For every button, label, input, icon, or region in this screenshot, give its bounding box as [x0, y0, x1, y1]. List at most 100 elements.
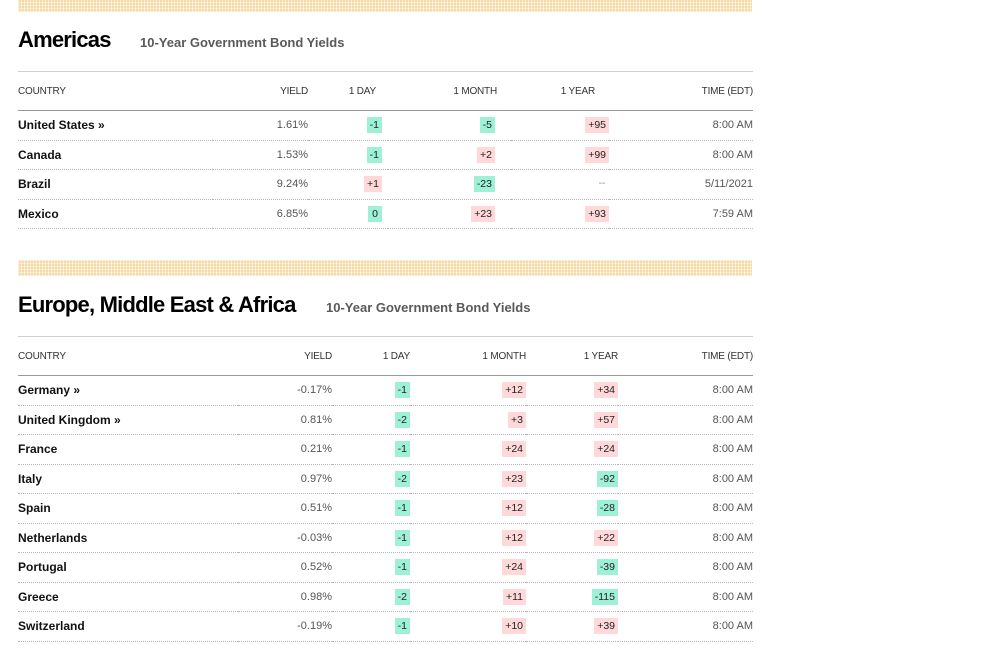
emea-subtitle: 10-Year Government Bond Yields — [326, 300, 531, 315]
yield-value: 0.52% — [238, 552, 332, 583]
table-row[interactable]: United States » 1.61% -1 -5 +95 8:00 AM — [18, 110, 753, 141]
yield-value: 0.97% — [238, 464, 332, 494]
country-name[interactable]: Germany » — [18, 375, 238, 406]
year-change-chip: -39 — [596, 559, 618, 576]
month-change-cell: +12 — [410, 523, 526, 553]
day-change-cell: -2 — [332, 582, 410, 612]
col-header-yield: YIELD — [238, 337, 332, 376]
day-change-cell: -1 — [332, 523, 410, 553]
americas-title: Americas — [18, 27, 111, 52]
country-name: Mexico — [18, 199, 213, 229]
day-change-chip: -2 — [394, 411, 410, 428]
yield-value: 6.85% — [213, 199, 308, 229]
col-header-1year: 1 YEAR — [526, 337, 618, 376]
yield-value: -0.19% — [238, 611, 332, 642]
day-change-chip: -1 — [366, 117, 382, 134]
col-header-time: TIME (EDT) — [609, 72, 753, 111]
yield-value: 1.53% — [213, 140, 308, 170]
table-row[interactable]: Spain 0.51% -1 +12 -28 8:00 AM — [18, 493, 753, 524]
table-row[interactable]: Greece 0.98% -2 +11 -115 8:00 AM — [18, 582, 753, 612]
table-row[interactable]: Germany » -0.17% -1 +12 +34 8:00 AM — [18, 375, 753, 406]
country-name[interactable]: United Kingdom » — [18, 405, 238, 435]
month-change-chip: -23 — [473, 176, 495, 193]
day-change-cell: -1 — [332, 434, 410, 465]
day-change-chip: -2 — [394, 588, 410, 605]
table-row[interactable]: United Kingdom » 0.81% -2 +3 +57 8:00 AM — [18, 405, 753, 435]
day-change-cell: -1 — [332, 611, 410, 642]
day-change-chip: -2 — [394, 470, 410, 487]
month-change-chip: +23 — [502, 470, 526, 487]
table-row[interactable]: Portugal 0.52% -1 +24 -39 8:00 AM — [18, 552, 753, 583]
country-name: Spain — [18, 493, 238, 524]
day-change-cell: -2 — [332, 405, 410, 435]
month-change-chip: +3 — [508, 411, 526, 428]
year-change-chip: -28 — [596, 500, 618, 517]
month-change-cell: +11 — [410, 582, 526, 612]
emea-table-body: Germany » -0.17% -1 +12 +34 8:00 AM United Kin… — [18, 375, 753, 642]
time-value: 8:00 AM — [609, 110, 753, 141]
month-change-chip: +12 — [502, 500, 526, 517]
day-change-cell: 0 — [308, 199, 388, 229]
table-row[interactable]: Netherlands -0.03% -1 +12 +22 8:00 AM — [18, 523, 753, 553]
time-value: 8:00 AM — [609, 140, 753, 170]
month-change-chip: +24 — [502, 441, 526, 458]
year-change-cell: +34 — [526, 375, 618, 406]
yield-value: 0.21% — [238, 434, 332, 465]
country-name: Greece — [18, 582, 238, 612]
time-value: 8:00 AM — [618, 493, 753, 524]
emea-header-row: COUNTRY YIELD 1 DAY 1 MONTH 1 YEAR TIME … — [18, 337, 753, 376]
year-change-cell: -92 — [526, 464, 618, 494]
time-value: 8:00 AM — [618, 611, 753, 642]
month-change-chip: +12 — [502, 529, 526, 546]
yield-value: 0.51% — [238, 493, 332, 524]
day-change-chip: -1 — [394, 382, 410, 399]
day-change-chip: -1 — [394, 559, 410, 576]
month-change-cell: -23 — [388, 169, 511, 200]
month-change-chip: +10 — [502, 618, 526, 635]
year-change-chip: +57 — [594, 411, 618, 428]
table-row[interactable]: Mexico 6.85% 0 +23 +93 7:59 AM — [18, 199, 753, 229]
col-header-1year: 1 YEAR — [511, 72, 609, 111]
section-divider-stripe — [18, 0, 752, 12]
country-name[interactable]: United States » — [18, 110, 213, 141]
yield-value: 1.61% — [213, 110, 308, 141]
day-change-chip: -1 — [394, 529, 410, 546]
col-header-1day: 1 DAY — [332, 337, 410, 376]
year-change-chip: -115 — [591, 588, 618, 605]
day-change-cell: -2 — [332, 464, 410, 494]
time-value: 8:00 AM — [618, 405, 753, 435]
year-change-cell: +57 — [526, 405, 618, 435]
time-value: 8:00 AM — [618, 375, 753, 406]
americas-section: Americas 10-Year Government Bond Yields … — [18, 27, 753, 229]
table-row[interactable]: Brazil 9.24% +1 -23 -- 5/11/2021 — [18, 169, 753, 200]
month-change-chip: +24 — [502, 559, 526, 576]
time-value: 8:00 AM — [618, 552, 753, 583]
day-change-chip: -1 — [394, 618, 410, 635]
time-value: 8:00 AM — [618, 464, 753, 494]
emea-section: Europe, Middle East & Africa 10-Year Gov… — [18, 292, 753, 642]
country-name: Brazil — [18, 169, 213, 200]
day-change-cell: -1 — [332, 552, 410, 583]
yield-value: 9.24% — [213, 169, 308, 200]
day-change-chip: 0 — [368, 205, 382, 222]
col-header-time: TIME (EDT) — [618, 337, 753, 376]
month-change-cell: -5 — [388, 110, 511, 141]
table-row[interactable]: Canada 1.53% -1 +2 +99 8:00 AM — [18, 140, 753, 170]
year-change-cell: -- — [511, 169, 609, 200]
day-change-chip: +1 — [364, 176, 382, 193]
year-change-cell: -39 — [526, 552, 618, 583]
year-change-chip: +93 — [585, 205, 609, 222]
col-header-1month: 1 MONTH — [388, 72, 511, 111]
year-change-chip: +39 — [594, 618, 618, 635]
table-row[interactable]: France 0.21% -1 +24 +24 8:00 AM — [18, 434, 753, 465]
country-name: Portugal — [18, 552, 238, 583]
col-header-country: COUNTRY — [18, 72, 213, 111]
americas-table-body: United States » 1.61% -1 -5 +95 8:00 AM Canada… — [18, 110, 753, 229]
country-name: Italy — [18, 464, 238, 494]
table-row[interactable]: Italy 0.97% -2 +23 -92 8:00 AM — [18, 464, 753, 494]
section-divider-stripe — [18, 260, 752, 276]
table-row[interactable]: Switzerland -0.19% -1 +10 +39 8:00 AM — [18, 611, 753, 642]
month-change-cell: +2 — [388, 140, 511, 170]
time-value: 8:00 AM — [618, 582, 753, 612]
year-change-chip: +24 — [594, 441, 618, 458]
